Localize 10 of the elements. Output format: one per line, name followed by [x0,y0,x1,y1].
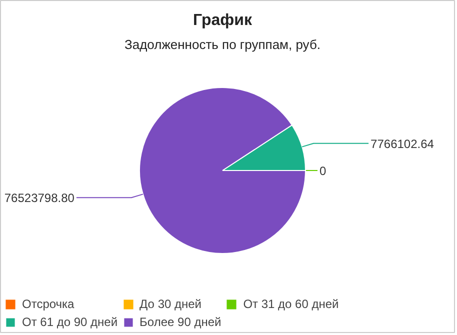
chart-title: График [193,12,253,29]
chart-subtitle: Задолженность по группам, руб. [124,37,321,52]
text: 0 [320,164,326,178]
legend-label: От 31 до 60 дней [243,297,339,311]
data-label: 76523798.80 [4,191,75,206]
data-label: 7766102.64 [370,136,434,151]
legend-label: До 30 дней [140,297,202,311]
legend-label: Более 90 дней [140,315,222,329]
legend-label: От 61 до 90 дней [22,315,118,329]
legend-label: Отсрочка [22,297,74,311]
